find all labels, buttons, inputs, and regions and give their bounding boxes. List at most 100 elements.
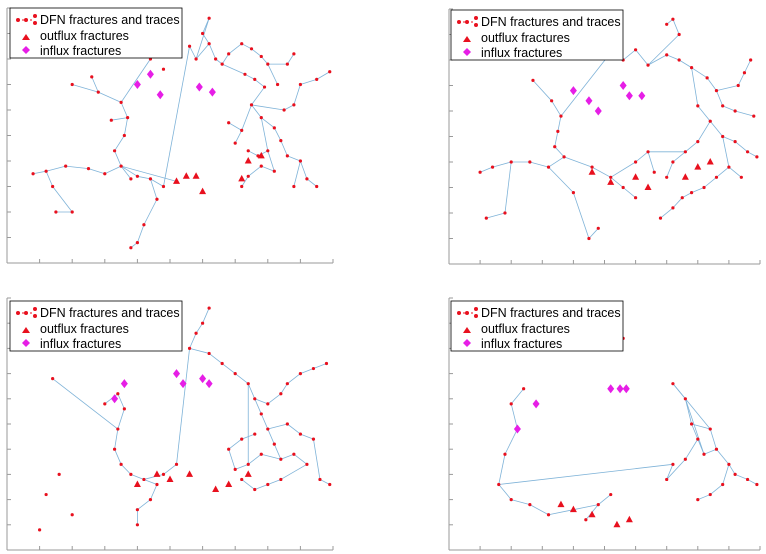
legend-dfn-label: DFN fractures and traces (481, 306, 621, 320)
fracture-node (201, 321, 205, 325)
fracture-node (621, 185, 625, 190)
fracture-node (246, 149, 250, 153)
fracture-edge (261, 165, 275, 172)
panel-top-left (6, 7, 334, 264)
fracture-edge (610, 161, 636, 178)
fracture-edge (703, 448, 717, 455)
fracture-edge (261, 117, 275, 129)
fracture-node (259, 54, 263, 59)
fracture-node (161, 184, 166, 189)
legend-dfn-marker (16, 307, 37, 318)
fracture-edge (195, 18, 210, 60)
fracture-edge (573, 192, 590, 239)
fracture-edge (672, 151, 686, 163)
fracture-node (266, 62, 270, 66)
influx-marker (156, 90, 164, 100)
fracture-edge (195, 43, 210, 60)
fracture-edge (498, 484, 512, 500)
fracture-edge (244, 73, 255, 80)
fracture-edge (208, 43, 217, 60)
fracture-edge (706, 77, 717, 91)
fracture-edge (120, 165, 138, 177)
fracture-edge (143, 199, 158, 225)
outflux-marker (706, 158, 714, 165)
fracture-node (51, 184, 55, 189)
fracture-edge (247, 165, 262, 177)
legend-dfn-label: DFN fractures and traces (40, 13, 180, 27)
fracture-edge (300, 433, 314, 440)
fracture-edge (672, 383, 711, 430)
fracture-node (135, 523, 139, 527)
fracture-node (671, 462, 675, 466)
fracture-node (246, 174, 250, 178)
fracture-node (733, 109, 737, 113)
fracture-edge (202, 33, 210, 44)
legend-outflux-label: outflux fractures (40, 29, 129, 43)
fracture-node (201, 31, 205, 36)
legend-box (9, 300, 183, 352)
fracture-node (38, 528, 42, 532)
influx-marker (622, 384, 630, 394)
fracture-node (227, 447, 231, 451)
fracture-edge (529, 504, 549, 516)
fracture-edge (52, 186, 73, 213)
fracture-node (249, 47, 254, 51)
fracture-node (122, 407, 126, 411)
fracture-edge (691, 67, 708, 79)
fracture-edge (300, 368, 314, 374)
fracture-node (119, 462, 123, 466)
fracture-node (70, 82, 74, 87)
fracture-node (116, 427, 120, 431)
fracture-edge (260, 117, 269, 151)
fracture-edge (65, 165, 89, 170)
fracture-node (503, 211, 507, 215)
fracture-edge (551, 100, 562, 117)
fracture-node (634, 160, 638, 164)
fracture-node (696, 498, 700, 502)
fracture-edge (228, 449, 236, 470)
fracture-edge (117, 408, 125, 430)
fracture-edge (691, 67, 699, 106)
fracture-node (736, 83, 740, 88)
fracture-node (285, 154, 289, 158)
influx-marker (585, 96, 593, 106)
fracture-edge (120, 165, 177, 182)
fracture-edge (722, 105, 736, 112)
legend-dfn-label: DFN fractures and traces (481, 15, 621, 29)
fracture-edge (588, 228, 599, 239)
fracture-node (96, 90, 100, 94)
outflux-marker (153, 470, 161, 477)
fracture-edge (287, 155, 301, 162)
fracture-edge (137, 499, 151, 510)
fracture-node (745, 150, 750, 154)
fracture-node (220, 361, 224, 366)
fracture-node (665, 22, 669, 26)
fracture-edge (163, 464, 177, 475)
fracture-node (671, 382, 675, 386)
fracture-node (279, 457, 283, 461)
fracture-node (187, 346, 192, 350)
fracture-node (135, 508, 139, 512)
fracture-node (112, 149, 117, 153)
fracture-edge (130, 474, 145, 480)
fracture-edge (744, 59, 752, 73)
fracture-edge (598, 494, 611, 505)
fracture-node (279, 477, 283, 482)
fracture-edge (486, 212, 506, 219)
fracture-edge (287, 53, 295, 65)
fracture-node (739, 175, 743, 179)
fracture-edge (504, 161, 512, 214)
fracture-edge (120, 58, 151, 103)
fracture-edge (189, 46, 197, 60)
fracture-node (742, 71, 747, 75)
fracture-edge (228, 122, 242, 131)
fracture-edge (709, 428, 717, 450)
fracture-edge (267, 423, 288, 430)
fracture-node (652, 170, 656, 174)
fracture-edge (703, 176, 717, 188)
legend-influx-marker (463, 48, 471, 56)
fracture-node (671, 206, 675, 210)
panel-bottom-right (448, 297, 761, 551)
fracture-edge (267, 63, 278, 85)
fracture-edge (691, 423, 699, 440)
